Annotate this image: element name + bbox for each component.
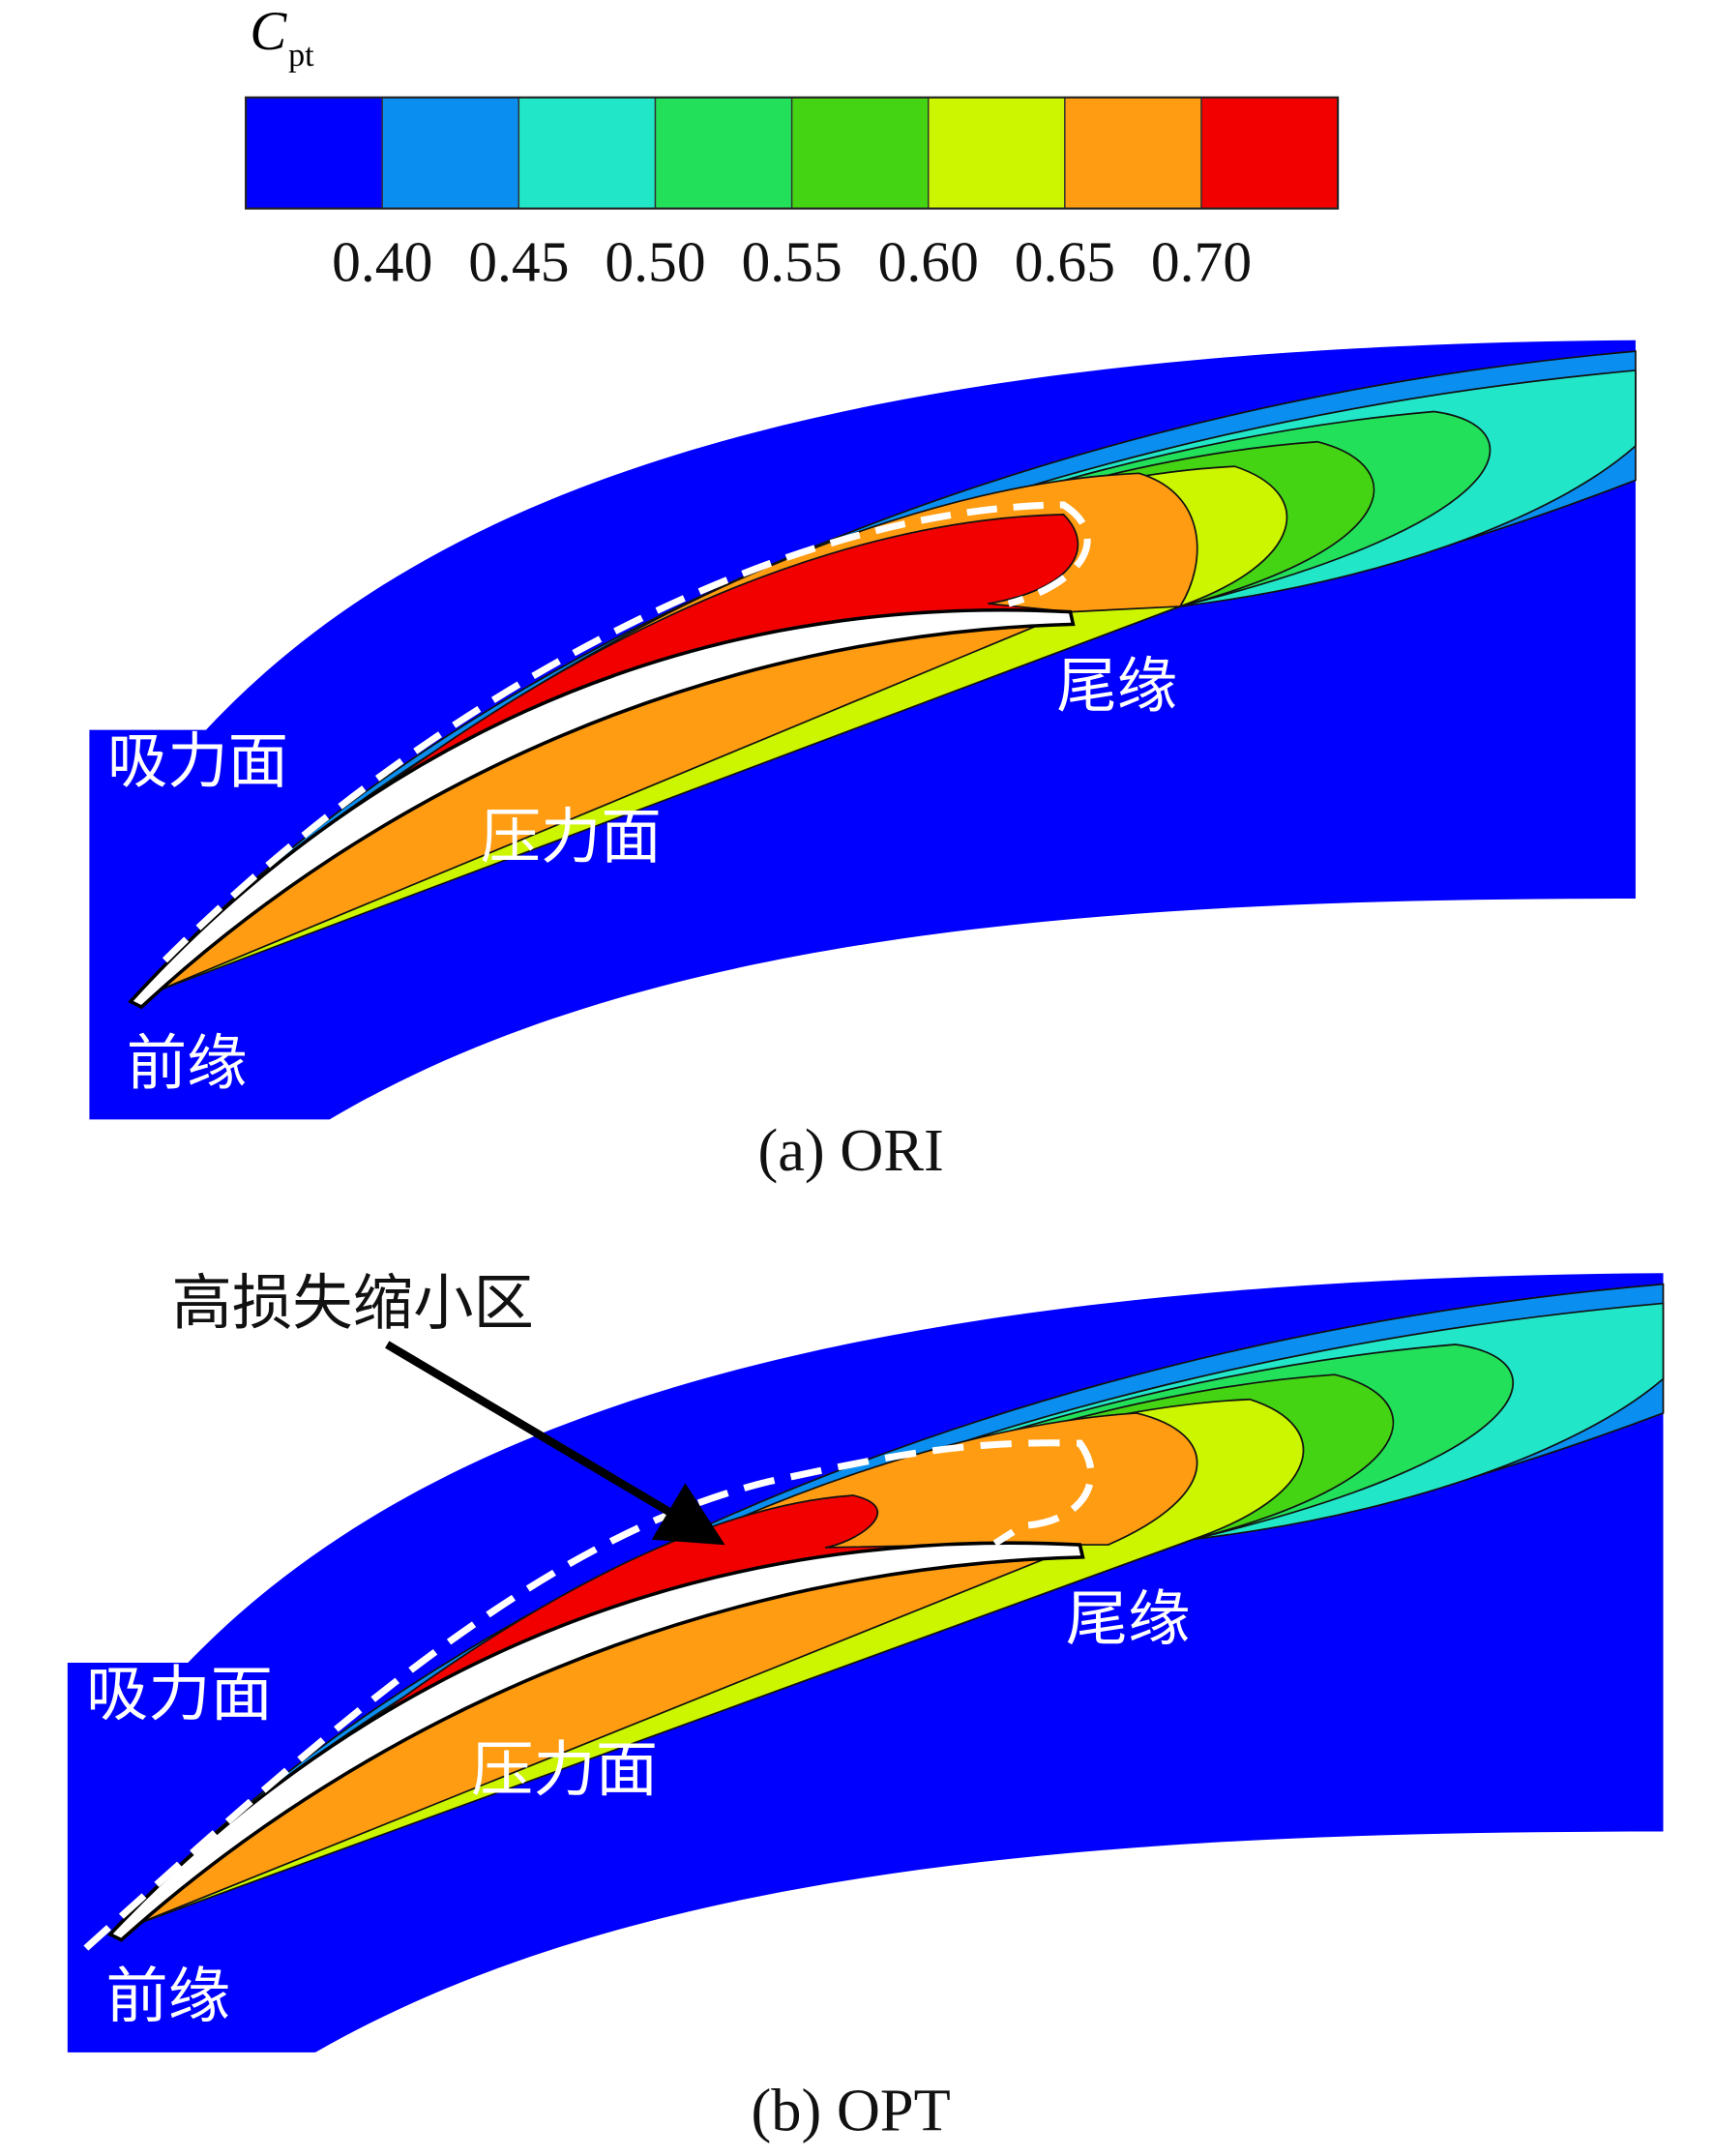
colorbar: C pt 0.40 0.45 0.50 0.55 0.60 0.65 0.70 bbox=[245, 1, 1340, 294]
blade bbox=[128, 607, 1076, 1010]
suction-side-label: 吸力面 bbox=[107, 728, 288, 795]
colorbar-tick-label: 0.40 bbox=[332, 230, 432, 294]
colorbar-bin bbox=[245, 96, 383, 210]
caption: (a) ORI bbox=[757, 1117, 943, 1184]
colorbar-bin bbox=[790, 96, 930, 210]
pressure-side-label: 压力面 bbox=[471, 1736, 658, 1804]
colorbar-tick-label: 0.55 bbox=[742, 230, 842, 294]
arrow bbox=[385, 1341, 725, 1546]
colorbar-tick-label: 0.70 bbox=[1151, 230, 1252, 294]
colorbar-bin bbox=[928, 96, 1066, 210]
loss-outline bbox=[162, 501, 1091, 963]
colorbar-bin bbox=[654, 96, 793, 210]
trailing-edge-label: 尾缘 bbox=[1066, 1585, 1191, 1653]
colorbar-tick-label: 0.50 bbox=[605, 230, 705, 294]
pressure-side-label: 压力面 bbox=[481, 804, 662, 871]
annotation: 高损失缩小区 bbox=[172, 1271, 534, 1338]
trailing-edge-label: 尾缘 bbox=[1056, 653, 1177, 720]
colorbar-bin bbox=[517, 96, 657, 210]
caption: (b) OPT bbox=[752, 2078, 951, 2144]
colorbar-bin bbox=[1064, 96, 1202, 210]
colorbar-bin bbox=[1200, 96, 1339, 210]
leading-edge-label: 前缘 bbox=[105, 1963, 230, 2030]
colorbar-frame bbox=[245, 96, 1340, 210]
colorbar-symbol: C bbox=[250, 1, 287, 62]
colorbar-bin bbox=[381, 96, 520, 210]
suction-side-label: 吸力面 bbox=[86, 1661, 273, 1728]
blade bbox=[106, 1541, 1085, 1942]
colorbar-tick-label: 0.60 bbox=[878, 230, 979, 294]
colorbar-subscript: pt bbox=[288, 38, 314, 74]
colorbar-tick-label: 0.45 bbox=[468, 230, 569, 294]
leading-edge-label: 前缘 bbox=[127, 1031, 248, 1098]
colorbar-tick-label: 0.65 bbox=[1015, 230, 1115, 294]
